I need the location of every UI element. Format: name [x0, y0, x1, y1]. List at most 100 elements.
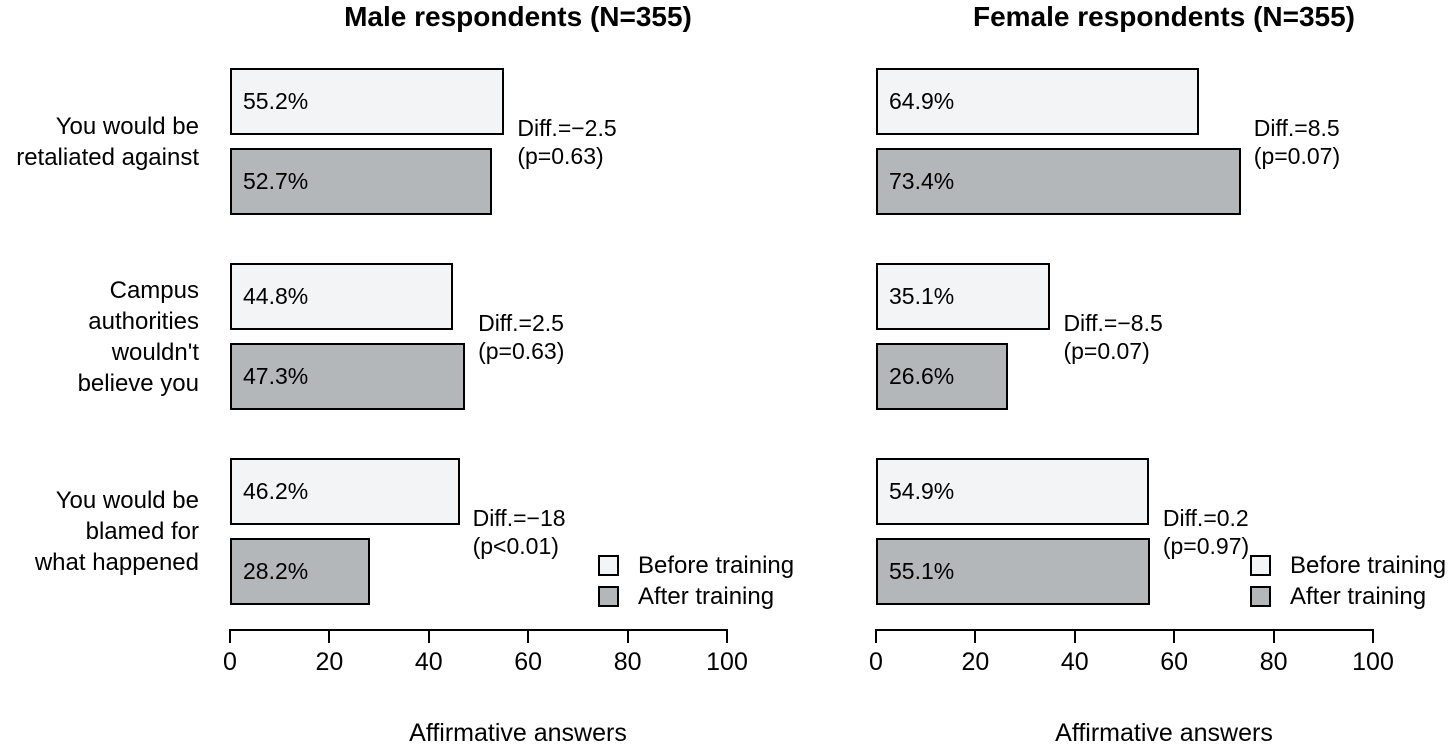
- bar-after-training: 26.6%: [876, 343, 1008, 410]
- x-axis-tick: [726, 629, 728, 643]
- diff-annotation-line: Diff.=8.5: [1253, 114, 1340, 141]
- diff-annotation-line: (p<0.01): [472, 532, 559, 559]
- diff-annotation-line: Diff.=0.2: [1162, 504, 1249, 531]
- diff-annotation: Diff.=8.5 (p=0.07): [1254, 114, 1340, 170]
- diff-annotation: Diff.=0.2 (p=0.97): [1163, 504, 1249, 560]
- category-label-line: retaliated against: [16, 143, 199, 171]
- x-axis-tick-label: 20: [315, 648, 344, 676]
- bar-after-training: 47.3%: [230, 343, 465, 410]
- legend-swatch-after: [598, 586, 619, 607]
- bar-after-training: 52.7%: [230, 148, 492, 215]
- x-axis-tick-label: 100: [1352, 648, 1394, 676]
- bar-value-label: 52.7%: [243, 168, 309, 194]
- bar-before-training: 44.8%: [230, 263, 453, 330]
- diff-annotation-line: Diff.=−2.5: [517, 114, 617, 141]
- x-axis-tick-label: 60: [514, 648, 543, 676]
- category-label-line: Campus: [109, 276, 199, 304]
- x-axis-tick-label: 60: [1160, 648, 1189, 676]
- legend-label-before: Before training: [1290, 552, 1447, 579]
- x-axis-line: [230, 629, 727, 631]
- x-axis-tick: [328, 629, 331, 643]
- x-axis-tick-label: 0: [869, 648, 883, 676]
- bar-before-training: 35.1%: [876, 263, 1050, 330]
- x-axis-line: [876, 629, 1373, 631]
- legend-row-after: After training: [1250, 583, 1446, 610]
- x-axis-tick-label: 80: [613, 648, 642, 676]
- bar-value-label: 47.3%: [243, 363, 309, 389]
- legend-row-before: Before training: [1250, 552, 1447, 579]
- bar-value-label: 54.9%: [889, 478, 955, 504]
- diff-annotation-line: (p=0.63): [478, 337, 565, 364]
- category-label-line: You would be: [55, 487, 199, 514]
- x-axis-title-male: Affirmative answers: [409, 719, 627, 747]
- x-axis-title-female: Affirmative answers: [1055, 719, 1273, 747]
- category-label-line: wouldn't: [111, 338, 199, 366]
- legend-swatch-before: [1250, 555, 1271, 576]
- diff-annotation-line: Diff.=−18: [472, 504, 566, 531]
- x-axis-tick: [974, 629, 977, 643]
- bar-after-training: 28.2%: [230, 538, 370, 605]
- panel-title-male: Male respondents (N=355): [344, 1, 692, 32]
- legend-row-before: Before training: [598, 552, 795, 579]
- x-axis-tick-label: 0: [223, 648, 237, 676]
- x-axis-tick: [1372, 629, 1374, 643]
- bar-value-label: 28.2%: [243, 558, 309, 584]
- legend-female: Before training After training: [1250, 552, 1447, 610]
- legend-swatch-before: [598, 555, 619, 576]
- x-axis-tick-label: 20: [961, 648, 990, 676]
- bar-value-label: 55.1%: [889, 558, 955, 584]
- x-axis-tick: [1173, 629, 1176, 643]
- legend-swatch-after: [1250, 586, 1271, 607]
- bar-before-training: 54.9%: [876, 458, 1149, 525]
- x-axis-tick: [1272, 629, 1275, 643]
- diff-annotation: Diff.=−8.5 (p=0.07): [1063, 309, 1162, 365]
- diff-annotation-line: (p=0.97): [1162, 532, 1250, 559]
- x-axis-tick-label: 100: [706, 648, 748, 676]
- x-axis-tick: [626, 629, 629, 643]
- bar-value-label: 73.4%: [889, 168, 955, 194]
- bar-before-training: 55.2%: [230, 68, 504, 135]
- legend-label-after: After training: [1290, 583, 1427, 610]
- category-label-line: authorities: [88, 307, 199, 335]
- diff-annotation-line: Diff.=2.5: [478, 309, 564, 336]
- legend-label-before: Before training: [638, 552, 795, 579]
- bar-after-training: 73.4%: [876, 148, 1241, 215]
- legend-row-after: After training: [598, 583, 794, 610]
- diff-annotation-line: (p=0.63): [517, 142, 604, 169]
- diff-annotation-line: (p=0.07): [1253, 142, 1341, 169]
- x-axis-tick: [229, 629, 231, 643]
- bar-before-training: 64.9%: [876, 68, 1199, 135]
- diff-annotation-line: Diff.=−8.5: [1063, 309, 1163, 336]
- x-axis-tick-label: 80: [1259, 648, 1288, 676]
- bar-after-training: 55.1%: [876, 538, 1150, 605]
- bar-value-label: 64.9%: [889, 88, 955, 114]
- diff-annotation-line: (p=0.07): [1063, 337, 1150, 364]
- category-label: You would be blamed for what happened: [0, 485, 199, 578]
- bar-value-label: 44.8%: [243, 283, 309, 309]
- diff-annotation: Diff.=2.5 (p=0.63): [478, 309, 564, 365]
- category-label-line: You would be: [55, 112, 199, 140]
- category-label-line: blamed for: [85, 518, 199, 545]
- category-label-line: what happened: [34, 549, 199, 576]
- category-label: Campus authorities wouldn't believe you: [0, 275, 199, 399]
- x-axis-tick: [875, 629, 877, 643]
- bar-value-label: 46.2%: [243, 478, 309, 504]
- bar-value-label: 35.1%: [889, 283, 955, 309]
- x-axis-tick: [1073, 629, 1076, 643]
- diff-annotation: Diff.=−2.5 (p=0.63): [517, 114, 616, 170]
- category-label: You would be retaliated against: [0, 111, 199, 173]
- x-axis-tick: [427, 629, 430, 643]
- x-axis-tick-label: 40: [414, 648, 443, 676]
- panel-title-female: Female respondents (N=355): [972, 1, 1356, 32]
- legend-label-after: After training: [638, 583, 775, 610]
- bar-value-label: 55.2%: [243, 88, 309, 114]
- legend-male: Before training After training: [598, 552, 795, 610]
- x-axis-tick: [527, 629, 530, 643]
- bar-value-label: 26.6%: [889, 363, 955, 389]
- x-axis-tick-label: 40: [1060, 648, 1089, 676]
- category-label-line: believe you: [77, 369, 199, 397]
- bar-before-training: 46.2%: [230, 458, 460, 525]
